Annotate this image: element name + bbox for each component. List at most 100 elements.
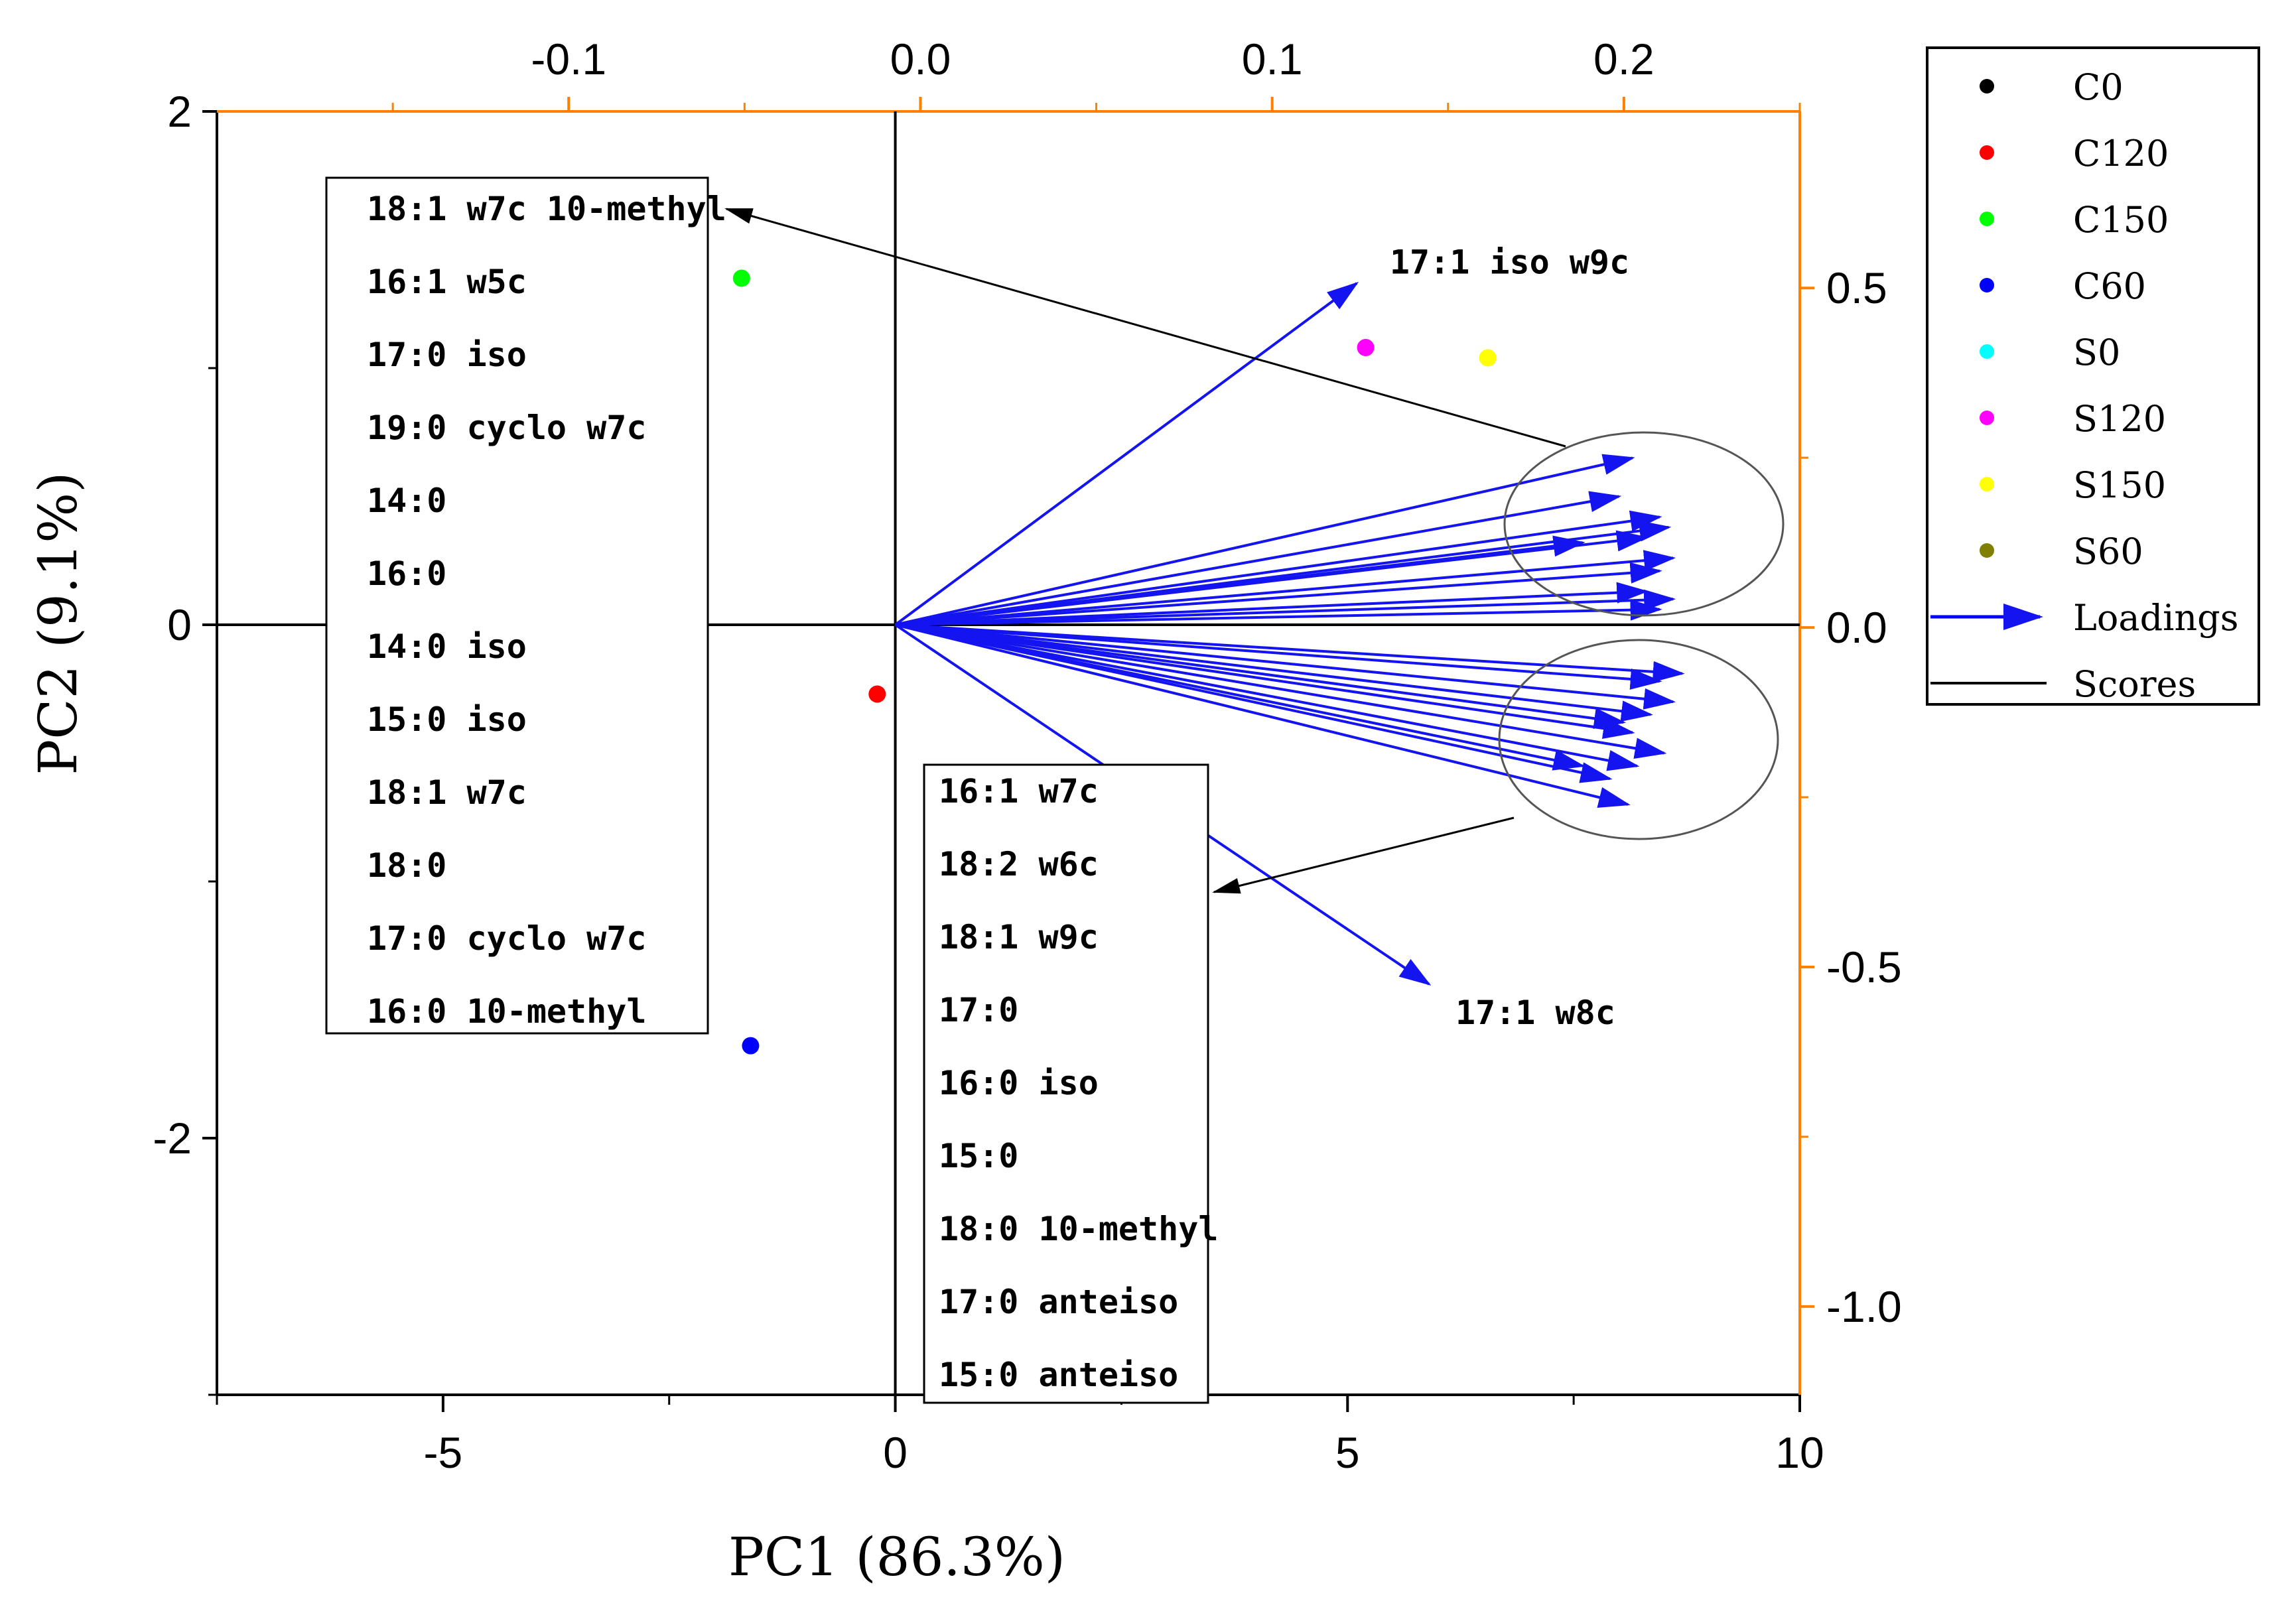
- group-pointer-arrow: [724, 208, 1566, 448]
- legend-label: S120: [2073, 398, 2166, 440]
- legend-marker: [1980, 212, 1994, 226]
- group-item-label: 17:0 cyclo w7c: [367, 919, 646, 958]
- y-tick-label: 0: [167, 600, 192, 649]
- group-item-label: 18:2 w6c: [939, 845, 1099, 883]
- loading-arrow: [895, 623, 1685, 682]
- legend-marker: [1980, 145, 1994, 160]
- variable-groups: 18:1 w7c 10-methyl 16:1 w5c 17:0 iso 19:0 c…: [325, 176, 1566, 1404]
- group-item-label: 18:1 w7c 10-methyl: [367, 190, 726, 228]
- legend-label: C0: [2073, 66, 2124, 108]
- loading-arrow: [895, 623, 1667, 759]
- loading-arrow: [895, 582, 1649, 626]
- score-point: [868, 685, 886, 703]
- legend-label: C150: [2073, 199, 2169, 241]
- group-item-label: 18:0: [367, 846, 446, 885]
- group-item-label: 14:0 iso: [367, 627, 527, 666]
- group-box: 16:1 w7c 18:2 w6c 18:1 w9c 17:0 16:0 iso 15:0…: [923, 763, 1218, 1404]
- y-tick-label: 2: [167, 87, 192, 136]
- group-item-label: 15:0 iso: [367, 700, 527, 739]
- right-tick-label: -1.0: [1826, 1282, 1902, 1331]
- group-item-label: 18:1 w9c: [939, 918, 1099, 956]
- legend-entry: C120: [1980, 133, 2169, 174]
- legend-entry: Loadings: [1930, 597, 2238, 639]
- cluster-ellipse-lower: [1498, 639, 1779, 840]
- group-item-label: 17:0: [939, 991, 1018, 1029]
- legend-label: Loadings: [2073, 597, 2238, 639]
- top-tick-label: 0.2: [1593, 34, 1654, 84]
- top-tick-label: 0.1: [1242, 34, 1303, 84]
- score-point: [1479, 349, 1497, 367]
- axis-titles: PC1 (86.3%) PC2 (9.1%): [27, 472, 1065, 1588]
- legend-entry: S60: [1980, 531, 2143, 572]
- loading-arrow: [895, 623, 1640, 771]
- legend-label: S60: [2073, 531, 2143, 572]
- right-tick-label: -0.5: [1826, 942, 1902, 992]
- legend-entry: C60: [1980, 265, 2146, 307]
- loading-arrow: [895, 623, 1627, 730]
- x-tick-label: -5: [424, 1428, 463, 1477]
- score-point: [732, 269, 750, 287]
- legend-label: S0: [2073, 332, 2120, 373]
- group-item-label: 19:0 cyclo w7c: [367, 409, 646, 447]
- group-item-label: 17:0 iso: [367, 336, 527, 374]
- top-tick-label: 0.0: [890, 34, 951, 84]
- legend-entry: Scores: [1930, 663, 2196, 705]
- legend-marker: [1980, 477, 1994, 491]
- plot-frame: [216, 110, 1801, 1396]
- group-item-label: 16:0: [367, 554, 446, 593]
- legend-marker: [1980, 79, 1994, 94]
- loading-arrow: [895, 550, 1676, 626]
- loading-arrow: [894, 281, 1359, 626]
- loading-arrow: [895, 623, 1631, 808]
- loading-arrow: [895, 589, 1676, 626]
- loading-vectors: 17:1 iso w9c 17:1 w8c: [894, 243, 1785, 1032]
- loading-arrow: [895, 599, 1662, 626]
- loading-arrow: [895, 535, 1586, 626]
- loading-label: 17:1 iso w9c: [1390, 243, 1629, 281]
- group-box-frame: [923, 763, 1209, 1404]
- cluster-ellipse-upper: [1503, 431, 1785, 617]
- group-box: 18:1 w7c 10-methyl 16:1 w5c 17:0 iso 19:0 c…: [325, 176, 726, 1035]
- loading-arrow: [895, 510, 1662, 626]
- group-item-label: 15:0: [939, 1137, 1018, 1175]
- y-axis-title: PC2 (9.1%): [27, 472, 89, 775]
- score-point: [742, 1037, 760, 1055]
- group-item-label: 15:0 anteiso: [939, 1356, 1178, 1394]
- right-tick-label: 0.5: [1826, 263, 1887, 312]
- legend: C0 C120 C150 C60 S0 S120 S150 S60 Loadings Scores: [1926, 46, 2260, 706]
- legend-label: C120: [2073, 133, 2169, 174]
- legend-entry: S120: [1980, 398, 2166, 440]
- loading-arrow: [895, 491, 1622, 626]
- loading-arrow: [895, 623, 1654, 722]
- y-tick-label: -2: [153, 1114, 192, 1163]
- group-item-label: 16:1 w5c: [367, 263, 527, 301]
- group-item-label: 16:0 10-methyl: [367, 992, 646, 1031]
- loading-arrow: [895, 623, 1613, 783]
- x-axis-title: PC1 (86.3%): [728, 1526, 1065, 1588]
- legend-label: Scores: [2073, 663, 2196, 705]
- legend-marker: [1980, 278, 1994, 292]
- group-item-label: 17:0 anteiso: [939, 1283, 1178, 1321]
- group-box-frame: [325, 176, 709, 1035]
- loading-label: 17:1 w8c: [1455, 994, 1615, 1032]
- group-item-label: 18:0 10-methyl: [939, 1210, 1218, 1248]
- group-item-label: 14:0: [367, 482, 446, 520]
- loading-arrow: [895, 623, 1676, 710]
- group-item-label: 16:1 w7c: [939, 772, 1099, 810]
- legend-marker: [1980, 411, 1994, 425]
- legend-marker: [1980, 344, 1994, 359]
- right-tick-label: 0.0: [1826, 603, 1887, 652]
- legend-entry: C0: [1980, 66, 2124, 108]
- x-tick-label: 5: [1335, 1428, 1360, 1477]
- score-point: [1357, 339, 1375, 357]
- loading-arrow: [895, 454, 1635, 626]
- legend-entry: S150: [1980, 464, 2166, 506]
- x-tick-label: 0: [883, 1428, 908, 1477]
- legend-label: S150: [2073, 464, 2166, 506]
- legend-label: C60: [2073, 265, 2146, 307]
- group-item-label: 18:1 w7c: [367, 773, 527, 812]
- legend-entry: C150: [1980, 199, 2169, 241]
- legend-marker: [1980, 543, 1994, 558]
- group-item-label: 16:0 iso: [939, 1064, 1099, 1102]
